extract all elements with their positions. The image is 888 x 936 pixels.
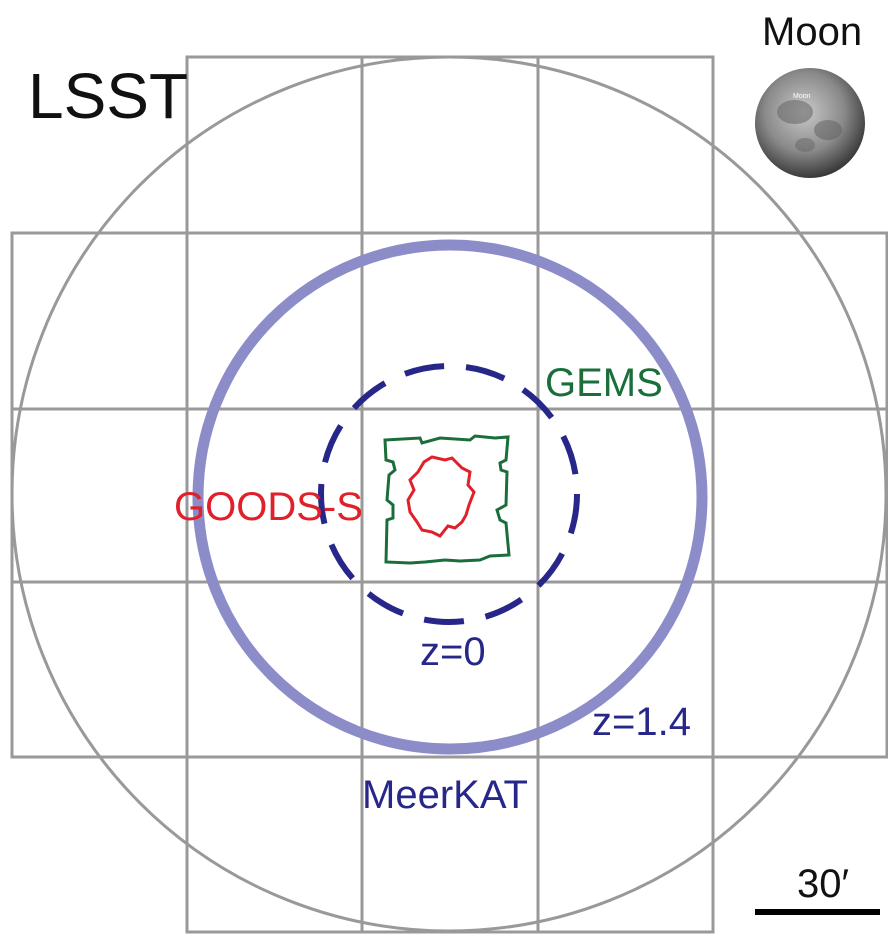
meerkat-label: MeerKAT (362, 773, 528, 817)
lsst-grid (10, 55, 888, 934)
meerkat-z0-circle (318, 363, 580, 625)
gems-footprint (383, 434, 511, 565)
lsst-field-circle (10, 55, 888, 933)
moon-image-label: Moon (793, 93, 811, 100)
goods-s-label: GOODS-S (174, 485, 363, 529)
moon-image: Moon (755, 68, 865, 178)
moon-label: Moon (762, 10, 862, 54)
scale-label: 30′ (797, 862, 849, 906)
meerkat-z14-circle (192, 239, 708, 755)
z14-label: z=1.4 (592, 700, 691, 744)
z0-label: z=0 (420, 630, 486, 674)
goods-s-footprint (406, 455, 476, 538)
gems-label: GEMS (545, 361, 663, 405)
lsst-label: LSST (28, 60, 188, 132)
